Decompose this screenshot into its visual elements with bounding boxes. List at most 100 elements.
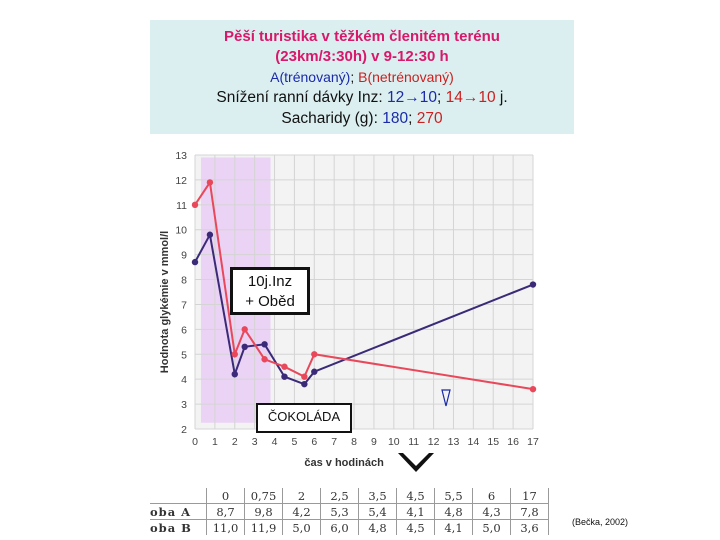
table-corner-cell <box>150 488 207 504</box>
data-point-a <box>261 341 268 348</box>
y-tick-label: 4 <box>181 374 187 386</box>
legend-a: A(trénovaný) <box>270 69 351 85</box>
y-tick-label: 8 <box>181 275 187 287</box>
data-point-a <box>191 258 199 266</box>
data-point-b <box>281 363 288 370</box>
title-line-4: Snížení ranní dávky Inz: 12→10; 14→10 j. <box>150 87 574 108</box>
y-tick-label: 3 <box>181 399 187 411</box>
table-cell: 5,3 <box>320 503 359 520</box>
insulin-meal-pointer-fill <box>403 453 429 466</box>
glycemia-chart: 0 1 2 3 4 5 6 7 8 9 10 11 12 13 14 15 16 1723456789101112… <box>159 150 539 472</box>
x-tick-label: 2 <box>232 436 238 448</box>
y-tick-label: 11 <box>176 200 187 212</box>
x-tick-label: 14 <box>468 436 480 448</box>
y-tick-label: 7 <box>181 299 187 311</box>
insulin-meal-line-2: + Oběd <box>245 293 295 310</box>
x-tick-label: 15 <box>487 436 499 448</box>
chart-area: 0 1 2 3 4 5 6 7 8 9 10 11 12 13 14 15 16 17 2 3 4 5 6 7 8 9 10 11 12… <box>150 138 570 538</box>
data-point-b <box>206 179 214 186</box>
table-cell: 4,8 <box>358 519 397 535</box>
y-tick-label: 5 <box>181 349 187 361</box>
insulin-meal-line-1: 10j.Inz <box>247 273 293 290</box>
x-tick-label: 5 <box>291 436 297 448</box>
title-line-2: (23km/3:30h) v 9-12:30 h <box>275 48 449 65</box>
y-axis-label: Hodnota glykémie v mmol/l <box>159 231 171 373</box>
x-tick-label: 12 <box>428 436 440 448</box>
title-panel: Pěší turistika v těžkém členitém terénu … <box>150 20 574 134</box>
table-header-cell: 6 <box>472 488 511 504</box>
table-cell: 5,0 <box>472 519 511 535</box>
legend-b: B(netrénovaný) <box>358 69 454 85</box>
table-cell: 4,1 <box>434 519 473 535</box>
data-point-b <box>191 201 199 209</box>
insulin-b: 14→10 <box>445 89 496 106</box>
data-point-a <box>281 373 288 380</box>
chocolate-label: ČOKOLÁDA <box>267 409 341 424</box>
x-tick-label: 11 <box>408 436 419 448</box>
table-header-cell: 5,5 <box>434 488 473 504</box>
carbs-sep: ; <box>408 110 417 127</box>
table-cell: 3,6 <box>510 519 549 535</box>
x-tick-label: 13 <box>448 436 460 448</box>
table-cell: 4,1 <box>396 503 435 520</box>
data-point-a <box>206 231 214 238</box>
insulin-prefix: Snížení ranní dávky Inz: <box>216 89 387 106</box>
table-cell: 4,8 <box>434 503 473 520</box>
table-cell: 5,4 <box>358 503 397 520</box>
data-point-a <box>529 281 537 288</box>
row-label-a: oba A <box>150 503 207 520</box>
data-point-a <box>231 371 238 378</box>
data-point-a <box>301 380 308 388</box>
x-tick-label: 3 <box>252 436 258 448</box>
x-axis-label: čas v hodinách <box>304 457 384 469</box>
data-table: 0 0,75 2 2,5 3,5 4,5 5,5 6 17 oba A 8,7 … <box>150 488 549 535</box>
data-point-b <box>529 385 537 393</box>
insulin-sep: ; <box>436 89 446 106</box>
y-tick-label: 10 <box>175 225 187 237</box>
x-tick-label: 9 <box>371 436 377 448</box>
x-tick-label: 1 <box>212 436 218 448</box>
carbs-prefix: Sacharidy (g): <box>281 110 383 127</box>
y-tick-label: 13 <box>175 150 187 162</box>
x-tick-label: 16 <box>507 436 519 448</box>
insulin-suffix: j. <box>495 89 508 106</box>
table-cell: 11,9 <box>244 519 283 535</box>
carbs-a: 180 <box>382 110 409 127</box>
table-row: oba B 11,0 11,9 5,0 6,0 4,8 4,5 4,1 5,0 … <box>150 519 549 535</box>
row-label-b: oba B <box>150 519 207 535</box>
data-point-a <box>241 343 248 350</box>
table-header-cell: 17 <box>510 488 549 504</box>
chocolate-callout: ČOKOLÁDA <box>256 403 352 433</box>
x-tick-label: 7 <box>331 436 337 448</box>
x-tick-label: 0 <box>192 436 198 448</box>
table-header-cell: 2,5 <box>320 488 359 504</box>
data-point-b <box>301 373 308 380</box>
y-tick-label: 6 <box>181 324 187 336</box>
table-cell: 7,8 <box>510 503 549 520</box>
legend-sep: ; <box>350 69 359 85</box>
table-cell: 4,2 <box>282 503 321 520</box>
table-header-cell: 2 <box>282 488 321 504</box>
table-cell: 6,0 <box>320 519 359 535</box>
insulin-meal-callout: 10j.Inz + Oběd <box>230 267 310 315</box>
table-header-cell: 0,75 <box>244 488 283 504</box>
data-point-a <box>311 368 318 375</box>
x-tick-label: 6 <box>311 436 317 448</box>
table-header-cell: 4,5 <box>396 488 435 504</box>
carbs-b: 270 <box>416 110 443 127</box>
data-point-b <box>261 356 268 363</box>
table-row: oba A 8,7 9,8 4,2 5,3 5,4 4,1 4,8 4,3 7,… <box>150 503 549 520</box>
chocolate-pointer <box>441 389 451 407</box>
title-line-5: Sacharidy (g): 180; 270 <box>150 108 574 129</box>
table-cell: 5,0 <box>282 519 321 535</box>
y-tick-label: 9 <box>181 250 187 262</box>
table-cell: 4,3 <box>472 503 511 520</box>
table-cell: 11,0 <box>206 519 245 535</box>
y-tick-label: 12 <box>175 175 187 187</box>
data-point-b <box>231 351 238 358</box>
table-cell: 8,7 <box>206 503 245 520</box>
x-tick-label: 10 <box>388 436 400 448</box>
insulin-a: 12→10 <box>386 89 437 106</box>
x-tick-label: 17 <box>527 436 539 448</box>
source-citation: (Bečka, 2002) <box>572 517 629 527</box>
